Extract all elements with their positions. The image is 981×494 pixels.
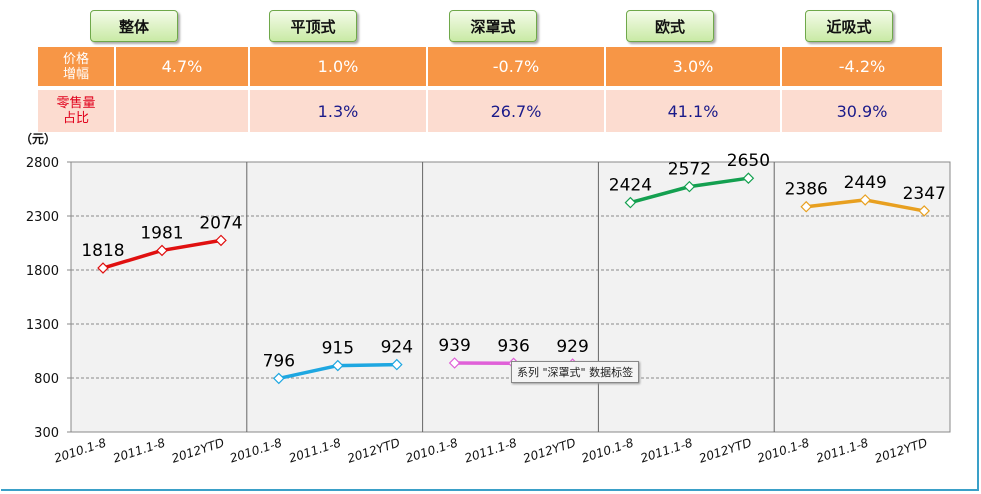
data-label: 2386: [785, 180, 828, 200]
x-tick-label: 2012YTD: [521, 436, 577, 466]
retail-share-header: 零售量 占比: [38, 90, 114, 132]
x-tick-label: 2010.1-8: [580, 435, 636, 465]
x-tick-label: 2012YTD: [697, 436, 753, 466]
data-label: 929: [556, 337, 588, 357]
retail-share-cell: 1.3%: [248, 90, 426, 132]
data-point: [156, 244, 168, 257]
price-growth-cell: -4.2%: [780, 47, 942, 86]
retail-share-cell: 30.9%: [780, 90, 942, 132]
y-tick-label: 800: [34, 372, 59, 387]
x-tick-label: 2010.1-8: [404, 435, 460, 465]
price-growth-row: 价格 增幅 4.7% 1.0% -0.7% 3.0% -4.2%: [38, 47, 942, 86]
retail-share-header-line2: 占比: [62, 111, 89, 126]
data-label: 1981: [140, 223, 183, 243]
y-tick-label: 1300: [26, 318, 59, 333]
price-growth-cell: -0.7%: [426, 47, 604, 86]
data-point: [859, 194, 871, 206]
retail-share-header-line1: 零售量: [56, 96, 96, 111]
data-label-tooltip: 系列 "深罩式" 数据标签: [511, 361, 640, 383]
data-label: 2347: [903, 184, 946, 204]
price-growth-header-line1: 价格: [62, 51, 89, 67]
data-label: 2074: [199, 213, 242, 233]
data-point: [391, 358, 403, 371]
y-axis-label: （元）: [20, 131, 56, 146]
data-label: 796: [263, 351, 295, 371]
y-tick-label: 2300: [26, 210, 59, 225]
data-point: [800, 200, 812, 213]
retail-share-cell: 41.1%: [604, 90, 780, 132]
retail-share-cell: [114, 90, 248, 132]
data-label: 924: [381, 338, 413, 358]
data-label: 2650: [727, 151, 770, 171]
y-tick-label: 2800: [26, 156, 59, 171]
x-tick-label: 2012YTD: [170, 436, 226, 466]
data-point: [97, 262, 109, 274]
data-label: 1818: [81, 241, 124, 261]
data-label: 2449: [844, 173, 887, 193]
y-tick-label: 1800: [26, 264, 59, 279]
button-flat[interactable]: 平顶式: [269, 10, 357, 42]
data-label: 915: [322, 339, 354, 359]
data-label: 2572: [668, 160, 711, 180]
data-point: [215, 234, 227, 247]
y-tick-label: 300: [34, 426, 59, 441]
data-point: [273, 372, 285, 385]
price-growth-header-line2: 增幅: [62, 66, 89, 82]
data-label: 939: [438, 336, 470, 356]
x-tick-label: 2011.1-8: [639, 435, 695, 465]
x-tick-label: 2010.1-8: [228, 435, 284, 465]
x-tick-label: 2012YTD: [873, 436, 929, 466]
data-point: [918, 205, 930, 217]
button-near-suction[interactable]: 近吸式: [805, 10, 893, 42]
button-overall[interactable]: 整体: [90, 10, 178, 42]
data-label: 936: [497, 336, 529, 356]
data-point: [448, 357, 461, 369]
x-tick-label: 2011.1-8: [287, 435, 343, 465]
data-point: [624, 196, 637, 209]
x-tick-label: 2011.1-8: [111, 435, 167, 465]
x-tick-label: 2010.1-8: [52, 435, 108, 465]
retail-share-row: 零售量 占比 1.3% 26.7% 41.1% 30.9%: [38, 90, 942, 132]
data-label: 2424: [609, 176, 652, 196]
price-growth-cell: 4.7%: [114, 47, 248, 86]
x-tick-label: 2010.1-8: [755, 435, 811, 465]
x-tick-label: 2011.1-8: [814, 435, 870, 465]
data-point: [332, 359, 344, 372]
button-deep-hood[interactable]: 深罩式: [449, 10, 537, 42]
price-growth-header: 价格 增幅: [38, 47, 114, 86]
x-tick-label: 2012YTD: [346, 436, 402, 466]
data-point: [742, 172, 755, 184]
price-growth-cell: 1.0%: [248, 47, 426, 86]
data-point: [683, 180, 696, 193]
x-tick-label: 2011.1-8: [463, 435, 519, 465]
button-european[interactable]: 欧式: [626, 10, 714, 42]
price-growth-cell: 3.0%: [604, 47, 780, 86]
plot-area: [70, 161, 951, 433]
retail-share-cell: 26.7%: [426, 90, 604, 132]
